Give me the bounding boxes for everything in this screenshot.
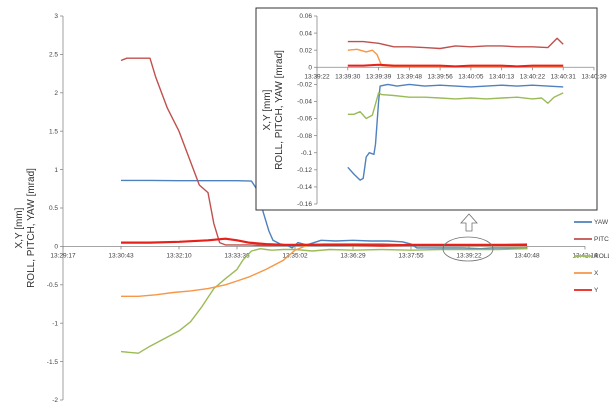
main-x-tick-label: 13:32:10: [166, 252, 192, 259]
inset-x-tick-label: 13:40:22: [520, 73, 546, 80]
inset-y-tick-label: 0.04: [299, 30, 312, 37]
main-y-tick-label: 1.5: [49, 128, 58, 135]
inset-y-tick-label: 0: [308, 64, 312, 71]
inset-chart: -0.16 -0.14 -0.12 -0.1 -0.08 -0.06 -0.04 -0.02 0…: [255, 7, 607, 211]
legend-label-roll: ROLL: [594, 253, 609, 260]
inset-y-tick-label: -0.06: [297, 116, 312, 123]
main-y-axis-label-line: X,Y [mm]: [14, 207, 25, 248]
main-series-roll-line: [120, 247, 528, 354]
zoom-indicator: [442, 213, 494, 262]
inset-y-tick-label: -0.08: [297, 133, 312, 140]
main-x-tick-label: 13:33:36: [224, 252, 250, 259]
inset-x-tick-label: 13:40:39: [581, 73, 607, 80]
inset-y-tick-label: 0.06: [299, 13, 312, 20]
main-y-tick-label: 2: [54, 90, 58, 97]
inset-y-tick-label: -0.02: [297, 82, 312, 89]
main-x-tick-label: 13:40:48: [514, 252, 540, 259]
inset-series-yaw-line: [347, 83, 564, 181]
zoom-region-ellipse: [442, 236, 494, 262]
inset-y-axis-label-line: ROLL, PITCH, YAW [mrad]: [274, 50, 285, 170]
legend-label-y: Y: [594, 287, 599, 294]
main-y-tick-label: -0.5: [47, 282, 59, 289]
legend-label-pitch: PITCH: [594, 236, 609, 243]
inset-series-pitch-line: [347, 37, 564, 50]
inset-x-tick-label: 13:39:56: [427, 73, 453, 80]
inset-y-tick-label: -0.1: [301, 150, 313, 157]
main-y-tick-label: -1: [52, 320, 58, 327]
inset-frame: [255, 7, 598, 211]
inset-x-tick-label: 13:40:05: [458, 73, 484, 80]
inset-y-tick-label: -0.04: [297, 99, 312, 106]
legend-label-x: X: [594, 270, 599, 277]
legend-label-yaw: YAW: [594, 219, 609, 226]
main-y-tick-label: 1: [54, 167, 58, 174]
main-x-tick-label: 13:36:29: [340, 252, 366, 259]
main-y-tick-label: 3: [54, 13, 58, 20]
inset-y-tick-label: -0.12: [297, 167, 312, 174]
main-x-tick-label: 13:30:43: [108, 252, 134, 259]
inset-x-tick-label: 13:39:39: [366, 73, 392, 80]
main-chart: -2 -1.5 -1 -0.5 0 0.5 1 1.5 2 2.5 3 13:29:17 13:30:4…: [14, 13, 598, 404]
inset-y-axis-label-line: X,Y [mm]: [262, 89, 273, 130]
inset-x-tick-label: 13:40:13: [489, 73, 515, 80]
main-x-tick-label: 13:29:17: [50, 252, 76, 259]
inset-y-tick-label: 0.02: [299, 47, 312, 54]
main-series-y-line: [121, 237, 527, 247]
main-y-tick-label: 0: [54, 244, 58, 251]
main-y-tick-label: 2.5: [49, 52, 58, 59]
main-series-yaw-line: [121, 179, 527, 250]
inset-series-roll-line: [347, 92, 564, 120]
inset-y-tick-label: -0.14: [297, 184, 312, 191]
up-arrow-icon: [460, 213, 478, 232]
main-x-tick-label: 13:37:55: [398, 252, 424, 259]
inset-y-axis-label: X,Y [mm] ROLL, PITCH, YAW [mrad]: [262, 50, 285, 170]
main-y-axis-label: X,Y [mm] ROLL, PITCH, YAW [mrad]: [14, 168, 37, 288]
main-y-tick-label: -2: [52, 397, 58, 404]
legend: YAW PITCH ROLL X Y: [574, 219, 609, 294]
inset-x-tick-label: 13:40:31: [551, 73, 577, 80]
inset-series-y-line: [347, 63, 564, 68]
main-x-tick-label: 13:35:02: [282, 252, 308, 259]
inset-y-tick-label: -0.16: [297, 201, 312, 208]
main-y-axis-label-line: ROLL, PITCH, YAW [mrad]: [26, 168, 37, 288]
main-x-tick-label: 13:39:22: [456, 252, 482, 259]
main-y-tick-label: -1.5: [47, 359, 59, 366]
inset-x-tick-label: 13:39:48: [397, 73, 423, 80]
main-y-tick-label: 0.5: [49, 205, 58, 212]
inset-x-tick-label: 13:39:22: [304, 73, 330, 80]
inset-x-tick-label: 13:39:30: [335, 73, 361, 80]
